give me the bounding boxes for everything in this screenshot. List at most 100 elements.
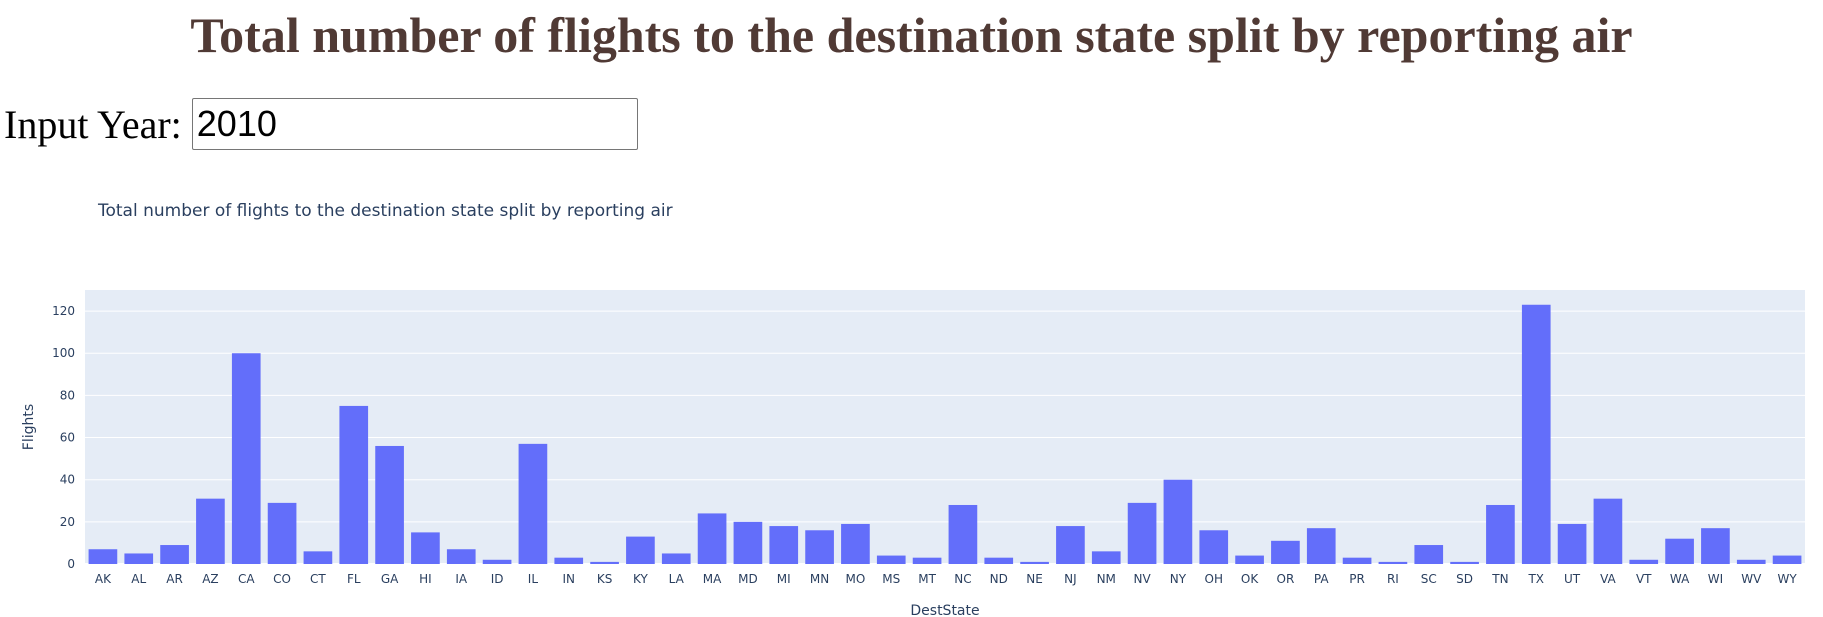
x-tick-label: ID — [491, 572, 504, 586]
y-tick-label: 0 — [67, 557, 75, 571]
x-tick-label: IL — [528, 572, 539, 586]
bar-nd — [984, 557, 1014, 564]
bar-sc — [1414, 545, 1444, 564]
y-tick-label: 80 — [60, 388, 75, 402]
bar-ut — [1557, 523, 1587, 564]
bars — [88, 304, 1802, 564]
x-tick-label: LA — [669, 572, 685, 586]
x-axis-title: DestState — [910, 603, 979, 617]
bar-md — [733, 521, 763, 564]
x-tick-label: FL — [347, 572, 361, 586]
x-tick-label: MO — [846, 572, 866, 586]
bar-ok — [1235, 555, 1264, 564]
x-tick-label: NY — [1170, 572, 1187, 586]
bar-id — [482, 559, 512, 564]
bar-chart: Total number of flights to the destinati… — [21, 201, 1805, 617]
bar-wy — [1772, 555, 1802, 564]
bar-ia — [446, 549, 476, 564]
page-title: Total number of flights to the destinati… — [190, 7, 1633, 63]
bar-la — [661, 553, 691, 564]
bar-ms — [876, 555, 906, 564]
bar-wa — [1665, 538, 1694, 564]
bar-mo — [841, 523, 870, 564]
y-tick-label: 120 — [52, 304, 75, 318]
year-input[interactable] — [191, 98, 638, 150]
x-tick-label: OK — [1241, 572, 1259, 586]
x-tick-label: OR — [1277, 572, 1295, 586]
x-tick-label: WY — [1777, 572, 1797, 586]
x-tick-label: CT — [310, 572, 326, 586]
x-tick-label: NJ — [1064, 572, 1077, 586]
bar-ga — [375, 445, 404, 564]
bar-sd — [1450, 561, 1479, 564]
x-tick-label: OH — [1205, 572, 1223, 586]
grid-lines — [85, 310, 1805, 565]
bar-pr — [1342, 557, 1372, 564]
y-tick-label: 60 — [60, 431, 75, 445]
bar-ct — [303, 551, 333, 564]
x-tick-label: TN — [1491, 572, 1508, 586]
bar-hi — [411, 532, 440, 564]
plot-background — [85, 290, 1805, 564]
x-tick-label: AZ — [202, 572, 218, 586]
bar-in — [554, 557, 584, 564]
x-tick-label: WA — [1670, 572, 1690, 586]
bar-mn — [805, 530, 834, 564]
x-tick-label: PR — [1349, 572, 1365, 586]
x-tick-label: MD — [738, 572, 758, 586]
bar-al — [124, 553, 154, 564]
y-tick-label: 20 — [60, 515, 75, 529]
x-tick-label: MS — [882, 572, 900, 586]
bar-nv — [1127, 502, 1157, 564]
bar-ny — [1163, 479, 1193, 564]
x-tick-label: SD — [1456, 572, 1473, 586]
bar-mt — [912, 557, 942, 564]
x-tick-label: CA — [238, 572, 255, 586]
bar-ca — [231, 353, 261, 564]
x-tick-label: WV — [1741, 572, 1762, 586]
y-tick-label: 40 — [60, 473, 75, 487]
y-tick-label: 100 — [52, 346, 75, 360]
y-axis-title: Flights — [21, 404, 37, 450]
x-tick-label: UT — [1564, 572, 1581, 586]
bar-vt — [1629, 559, 1659, 564]
bar-ky — [626, 536, 655, 564]
bar-il — [518, 443, 548, 564]
x-tick-label: SC — [1421, 572, 1437, 586]
x-tick-label: HI — [419, 572, 432, 586]
bar-va — [1593, 498, 1623, 564]
x-tick-labels: AK AL AR AZ CA CO CT FL GA HI IA ID IL IN KS KY LA MA MD MI… — [95, 572, 1797, 586]
bar-fl — [339, 405, 369, 564]
bar-ar — [160, 545, 189, 564]
x-tick-label: MT — [918, 572, 936, 586]
x-tick-label: ND — [990, 572, 1008, 586]
bar-nj — [1056, 526, 1085, 564]
x-tick-label: WI — [1708, 572, 1723, 586]
x-tick-label: IN — [562, 572, 575, 586]
x-tick-label: PA — [1314, 572, 1329, 586]
x-tick-label: VA — [1600, 572, 1616, 586]
x-tick-label: GA — [381, 572, 399, 586]
x-tick-label: AK — [95, 572, 112, 586]
x-tick-label: AL — [131, 572, 146, 586]
x-tick-label: CO — [273, 572, 291, 586]
bar-wi — [1701, 528, 1730, 564]
bar-ak — [88, 549, 118, 564]
bar-wv — [1736, 559, 1766, 564]
x-tick-label: MA — [703, 572, 722, 586]
x-tick-label: NV — [1133, 572, 1151, 586]
x-tick-label: MI — [777, 572, 791, 586]
bar-mi — [769, 526, 799, 564]
year-input-label: Input Year: — [4, 101, 182, 147]
bar-pa — [1306, 528, 1336, 564]
x-tick-label: KY — [633, 572, 648, 586]
x-tick-label: NC — [954, 572, 971, 586]
bar-ri — [1378, 561, 1408, 564]
bar-oh — [1199, 530, 1229, 564]
x-tick-label: NM — [1097, 572, 1116, 586]
bar-ne — [1020, 561, 1049, 564]
bar-tn — [1486, 504, 1515, 564]
chart-title: Total number of flights to the destinati… — [97, 201, 673, 221]
x-tick-label: MN — [810, 572, 829, 586]
bar-ks — [590, 561, 619, 564]
